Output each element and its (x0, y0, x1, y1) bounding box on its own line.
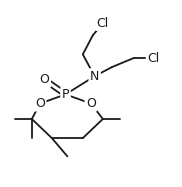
Text: Cl: Cl (97, 17, 109, 30)
Text: O: O (35, 97, 45, 110)
Text: P: P (62, 88, 69, 101)
Text: O: O (40, 73, 50, 86)
Text: O: O (86, 97, 96, 110)
Text: N: N (90, 70, 99, 83)
Text: Cl: Cl (147, 51, 159, 65)
